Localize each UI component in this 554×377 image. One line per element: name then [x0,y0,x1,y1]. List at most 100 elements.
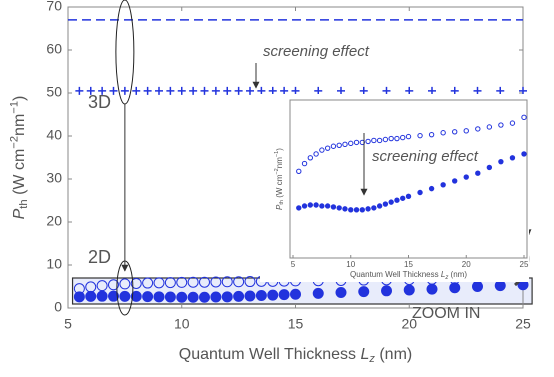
open-marker [342,141,348,148]
inset-x-tick-label: 20 [462,260,471,269]
open-marker [221,276,233,288]
x-label-symbol: L [441,270,445,279]
filled-marker [330,204,337,210]
filled-marker [353,207,360,213]
x-label-unit: (nm) [448,270,467,279]
open-marker [153,277,165,289]
filled-marker [486,164,493,171]
open-marker [417,132,423,139]
plus-marker [291,86,300,95]
open-marker [164,277,176,289]
filled-marker [324,203,331,209]
open-marker [475,126,481,132]
open-marker [210,276,222,288]
y-label-unit: (W cm [275,174,284,200]
plus-marker [155,86,163,95]
open-marker [400,134,406,141]
x-axis-label: Quantum Well Thickness Lz (nm) [179,346,412,365]
x-tick-label: 15 [288,316,304,332]
y-label-sub: th [279,200,285,205]
filled-marker [336,205,342,211]
plus-marker [405,86,414,95]
y-tick-label: 40 [46,127,62,143]
plus-marker [200,86,209,95]
open-marker [365,138,371,145]
inset-x-tick-label: 10 [346,260,355,269]
x-label-symbol: L [360,346,369,363]
filled-marker [348,207,354,213]
filled-marker [108,290,119,302]
plus-marker [268,86,277,95]
y-tick-label: 70 [46,0,62,14]
y-label-symbol: P [11,208,28,219]
filled-marker [290,288,301,300]
plus-marker [280,86,289,95]
y-tick-label: 60 [46,41,62,57]
filled-marker [426,283,438,295]
filled-marker [267,289,279,301]
filled-marker [176,291,188,303]
inset-x-tick-label: 15 [404,260,413,269]
annotation: 2D [88,247,111,267]
open-marker [371,137,377,144]
annotation: 3D [88,92,111,112]
open-marker [130,277,142,289]
filled-marker [199,291,210,303]
main-plot: 5 10 15 20 25 0 10 20 30 40 50 60 70 Quantum Well Thi… [8,0,533,365]
filled-marker [153,291,165,303]
open-marker [199,276,210,288]
filled-marker [96,290,108,302]
y-tick-label: 10 [46,256,62,272]
open-marker [244,276,256,288]
y-label-close: ) [275,148,284,151]
open-marker [324,145,331,151]
plus-marker [257,86,266,95]
open-marker [509,120,516,126]
open-marker [486,124,493,130]
plus-marker [473,86,482,95]
y-label-exp: −1 [8,101,20,114]
plus-marker [143,86,152,95]
filled-marker [296,205,302,211]
open-marker [233,276,245,288]
filled-marker [130,290,142,302]
inset-x-tick-label: 25 [520,260,529,269]
plus-marker [109,86,118,95]
filled-marker [498,158,504,165]
y-axis-label: Pth (W cm−2nm−1) [8,96,30,220]
plus-marker [177,86,186,95]
filled-marker [463,174,469,180]
plus-marker [75,86,84,95]
filled-marker [428,185,435,192]
open-marker [382,136,389,143]
filled-marker [452,178,458,184]
open-marker [376,137,383,144]
open-marker [307,155,314,161]
filled-marker [382,201,389,207]
annotation: screening effect [263,43,370,60]
filled-marker [307,202,314,208]
filled-marker [475,170,481,176]
y-tick-label: 0 [54,299,62,315]
open-marker [176,276,188,288]
y-axis-label: Pth (W cm−2nm−1) [275,148,286,210]
plus-marker [189,86,198,95]
plus-marker [496,86,505,95]
filled-marker [73,291,85,303]
open-marker [388,135,394,142]
open-marker [498,122,504,128]
filled-marker [255,290,267,302]
open-marker [521,114,527,121]
open-marker [108,279,119,291]
filled-marker [449,282,461,294]
open-marker [301,160,308,167]
plus-marker [519,86,527,95]
inset-x-axis-label: Quantum Well Thickness Lz (nm) [350,270,467,280]
plus-marker [314,86,323,95]
filled-marker [319,203,325,209]
x-label-sub: z [444,275,448,281]
annotation: ZOOM IN [412,305,480,322]
filled-marker [187,291,199,303]
plus-marker [246,86,254,95]
y-label-exp: −1 [275,151,281,157]
